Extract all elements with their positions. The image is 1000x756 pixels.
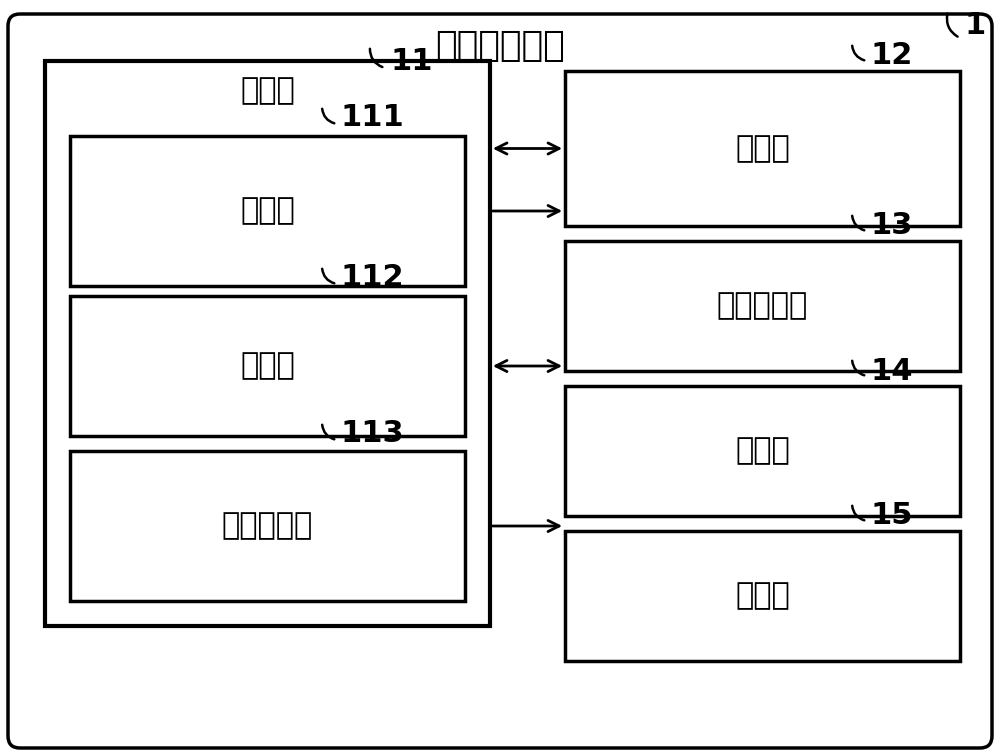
Text: 显示部: 显示部: [735, 581, 790, 611]
Bar: [565, 386, 960, 516]
Text: 信息处理装置: 信息处理装置: [435, 29, 565, 63]
Text: 113: 113: [340, 420, 404, 448]
Bar: [45, 61, 490, 626]
Text: 估计部: 估计部: [240, 352, 295, 380]
Text: 处理部: 处理部: [240, 197, 295, 225]
Text: 控制部: 控制部: [240, 76, 295, 106]
Bar: [70, 136, 465, 286]
Bar: [565, 241, 960, 371]
Text: 通信部: 通信部: [735, 436, 790, 466]
FancyBboxPatch shape: [8, 14, 992, 748]
Text: 显示控制部: 显示控制部: [222, 512, 313, 541]
Text: 存储部: 存储部: [735, 134, 790, 163]
Text: 1: 1: [964, 11, 986, 41]
Text: 12: 12: [870, 42, 912, 70]
Text: 112: 112: [340, 264, 404, 293]
Text: 输入受理部: 输入受理部: [717, 292, 808, 321]
Bar: [70, 451, 465, 601]
Text: 15: 15: [870, 501, 912, 531]
Text: 14: 14: [870, 357, 912, 386]
Text: 13: 13: [870, 212, 912, 240]
Text: 11: 11: [390, 47, 432, 76]
Bar: [565, 71, 960, 226]
Bar: [565, 531, 960, 661]
Text: 111: 111: [340, 104, 404, 132]
Bar: [70, 296, 465, 436]
